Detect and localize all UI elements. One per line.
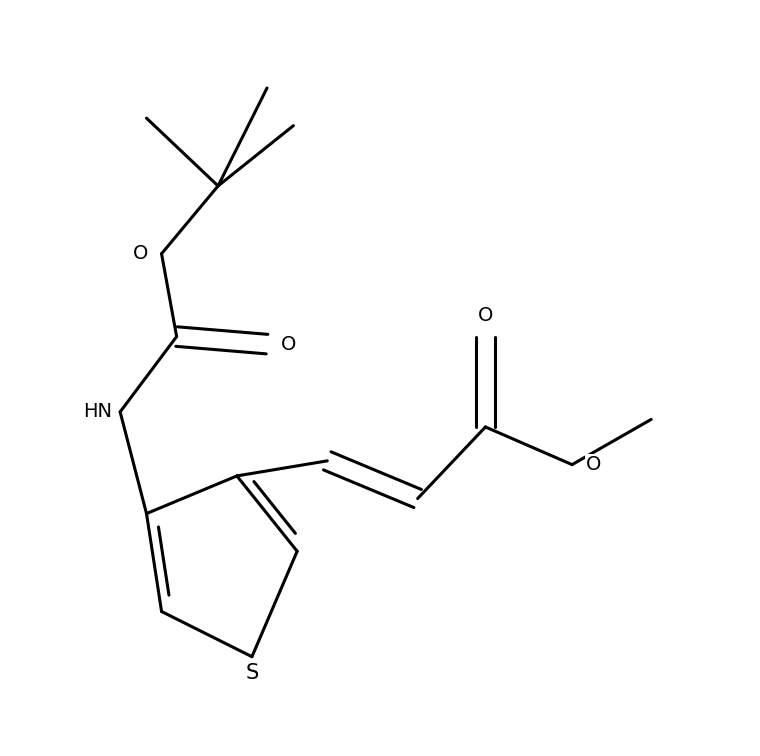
Text: HN: HN <box>83 402 112 421</box>
Text: O: O <box>280 335 296 354</box>
Text: O: O <box>478 306 493 325</box>
Text: S: S <box>245 663 258 683</box>
Text: O: O <box>585 455 601 474</box>
Text: O: O <box>133 244 148 263</box>
